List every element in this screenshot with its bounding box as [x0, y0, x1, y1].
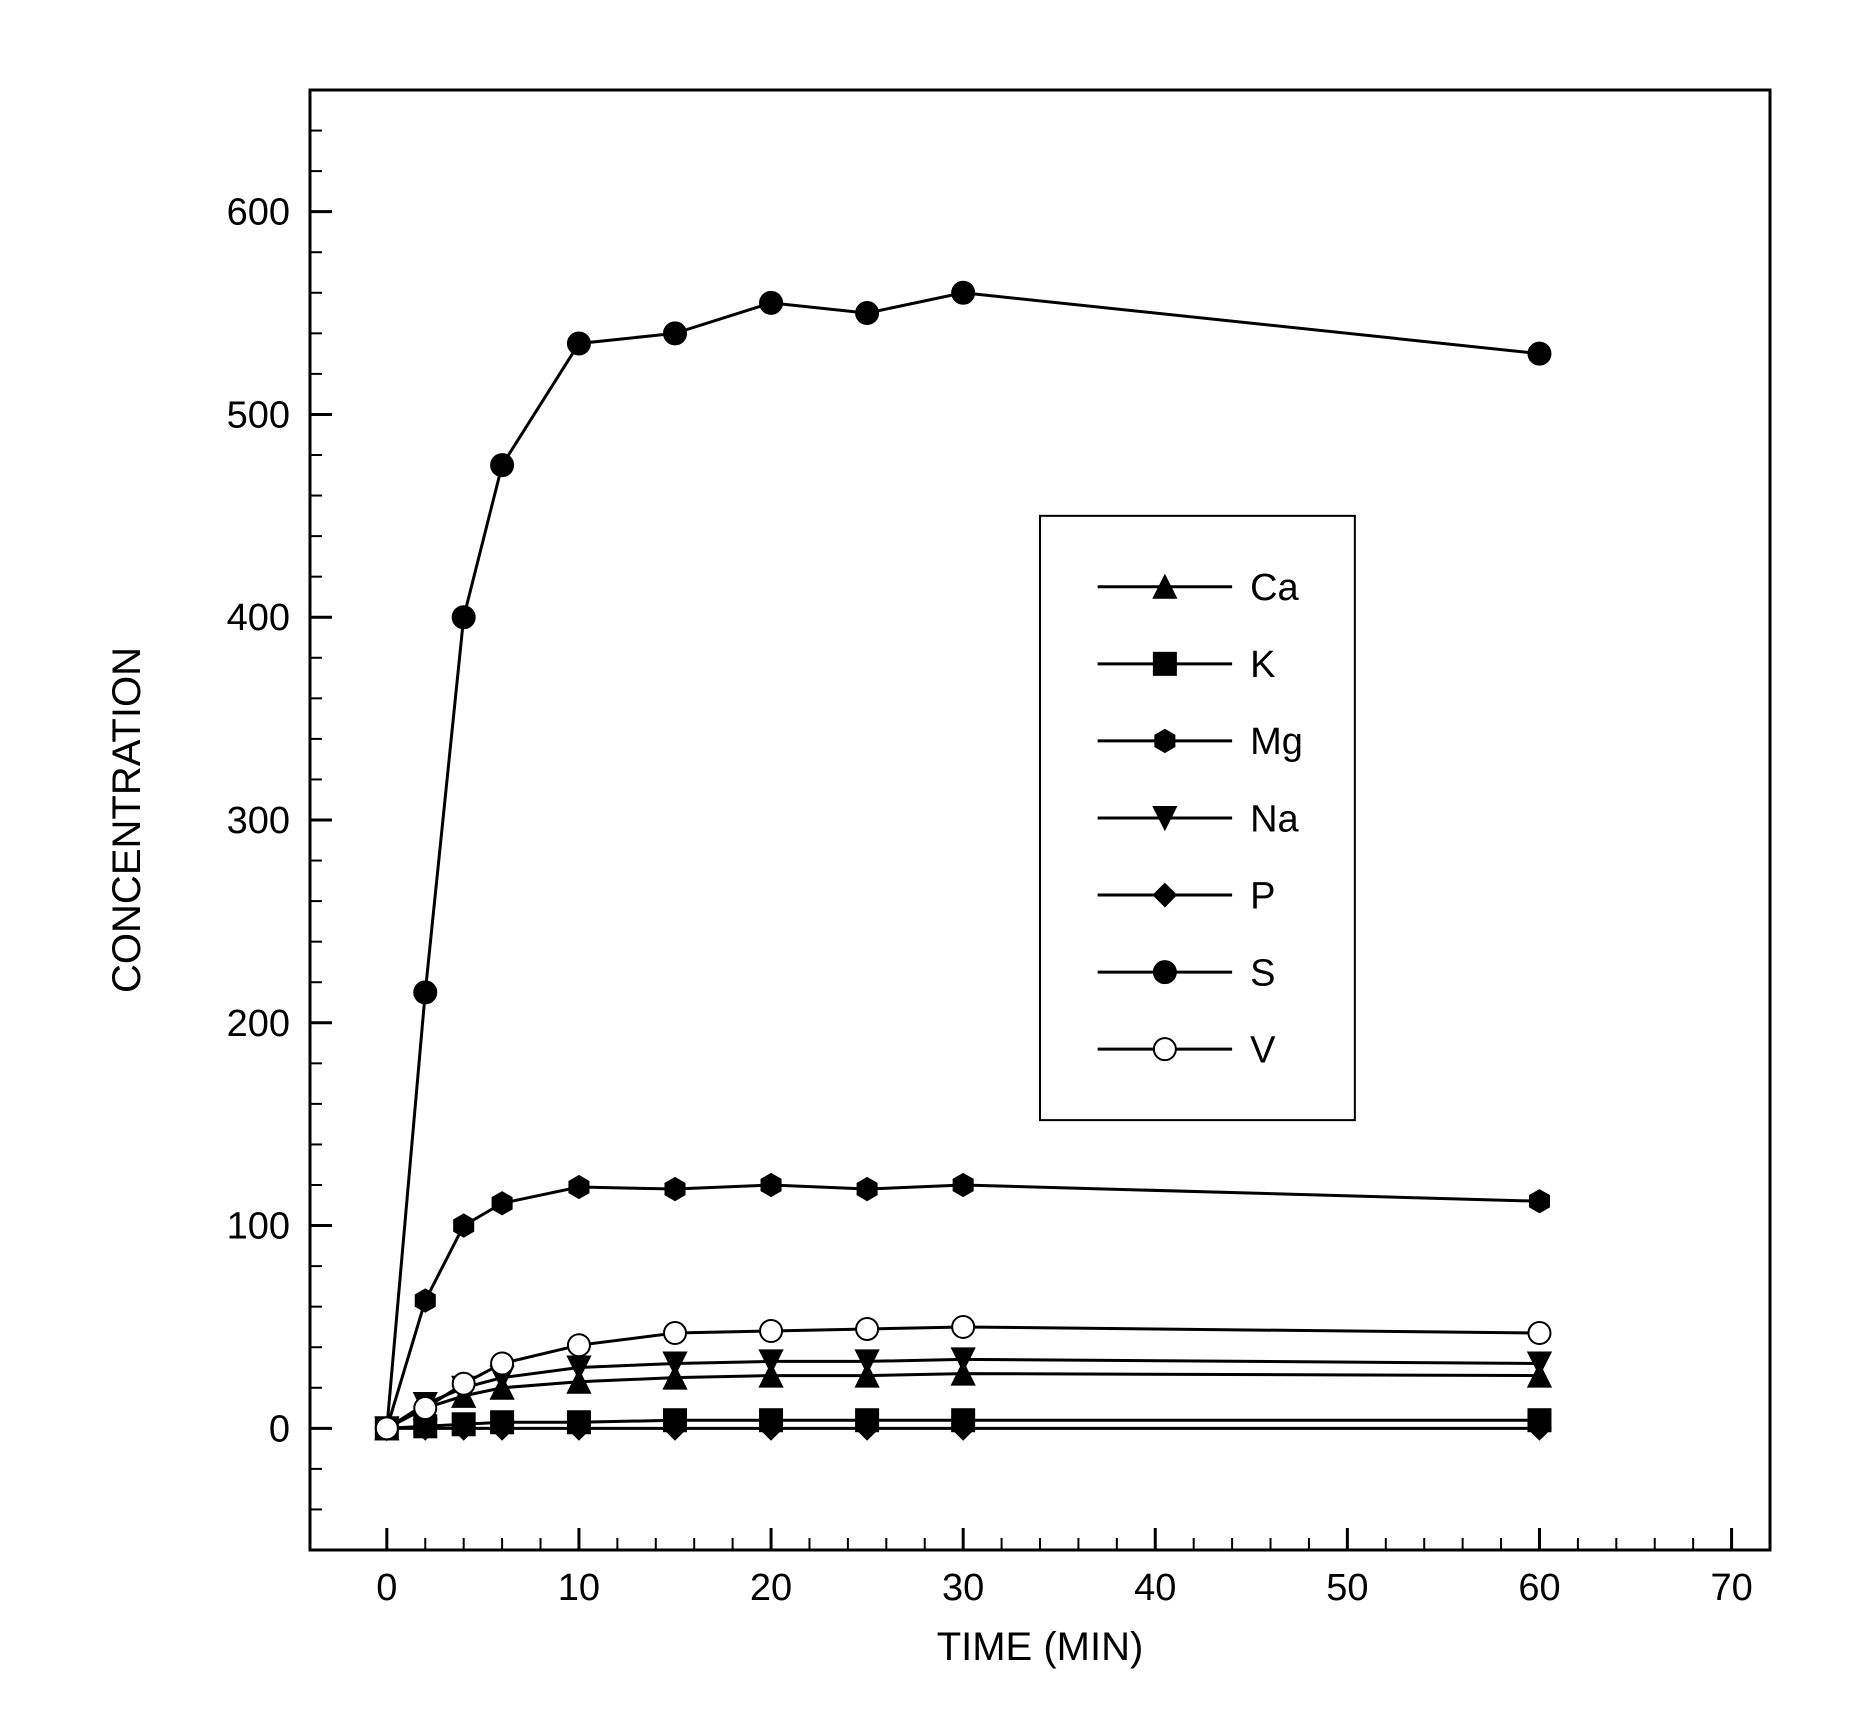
- legend-label: Ca: [1250, 567, 1299, 609]
- x-axis-label: TIME (MIN): [937, 1625, 1144, 1669]
- chart-container: 0 10 20 30 40 50 60 70 0 100 200 300 400 500 600 TIME (…: [0, 0, 1856, 1725]
- legend-label: V: [1250, 1029, 1276, 1071]
- x-tick-label: 70: [1710, 1567, 1752, 1609]
- y-tick-label: 100: [227, 1206, 290, 1248]
- legend: Ca K Mg Na PSV: [1040, 516, 1355, 1120]
- y-tick-label: 300: [227, 800, 290, 842]
- legend-label: S: [1250, 952, 1275, 994]
- y-tick-label: 0: [269, 1408, 290, 1450]
- concentration-time-chart: 0 10 20 30 40 50 60 70 0 100 200 300 400 500 600 TIME (…: [0, 0, 1856, 1725]
- x-tick-label: 50: [1326, 1567, 1368, 1609]
- x-tick-label: 20: [750, 1567, 792, 1609]
- legend-label: P: [1250, 875, 1275, 917]
- x-tick-label: 40: [1134, 1567, 1176, 1609]
- x-tick-label: 0: [376, 1567, 397, 1609]
- y-tick-label: 200: [227, 1003, 290, 1045]
- legend-label: Na: [1250, 798, 1299, 840]
- y-tick-label: 400: [227, 597, 290, 639]
- y-tick-label: 500: [227, 394, 290, 436]
- y-tick-label: 600: [227, 192, 290, 234]
- x-tick-label: 30: [942, 1567, 984, 1609]
- x-tick-label: 60: [1518, 1567, 1560, 1609]
- y-axis-label: CONCENTRATION: [105, 647, 149, 993]
- legend-label: Mg: [1250, 721, 1303, 763]
- legend-label: K: [1250, 644, 1275, 686]
- x-tick-label: 10: [558, 1567, 600, 1609]
